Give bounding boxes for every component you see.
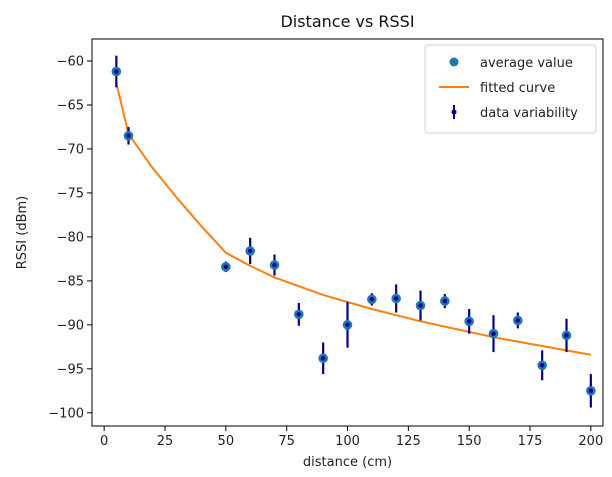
error-bar-center-dot: [114, 69, 119, 74]
legend-label-data-variability: data variability: [480, 106, 578, 121]
x-axis-label: distance (cm): [303, 455, 392, 470]
error-bar-center-dot: [296, 312, 302, 317]
y-tick-label: −100: [48, 406, 84, 421]
x-tick-label: 175: [518, 434, 543, 449]
error-bar-center-dot: [126, 133, 131, 138]
error-bar-center-dot: [369, 297, 375, 302]
plot-frame: [91, 38, 604, 427]
error-bar-center-dot: [272, 262, 277, 268]
error-bar-center-dot: [466, 319, 472, 324]
error-bar-center-dot: [247, 248, 253, 254]
y-tick-label: −90: [57, 318, 84, 333]
y-tick-label: −65: [57, 98, 84, 113]
x-tick-label: 50: [218, 434, 235, 449]
y-tick-label: −70: [57, 142, 84, 157]
x-tick-label: 150: [457, 434, 482, 449]
x-tick-label: 200: [578, 434, 603, 449]
error-bar-center-dot: [320, 356, 326, 361]
error-bar-center-dot: [515, 318, 521, 323]
legend: average value fitted curve data variabil…: [424, 44, 597, 134]
points-layer: [111, 66, 596, 396]
legend-label-fitted-curve: fitted curve: [480, 81, 555, 96]
error-bar-center-dot: [223, 264, 229, 270]
error-bar-center-dot: [442, 298, 448, 304]
y-tick-label: −60: [57, 54, 84, 69]
chart-title: Distance vs RSSI: [280, 12, 414, 31]
y-tick-label: −85: [57, 274, 84, 289]
error-bar-center-dot: [418, 303, 423, 308]
x-tick-label: 100: [335, 434, 360, 449]
error-bar-center-dot: [393, 296, 399, 301]
x-tick-label: 25: [157, 434, 174, 449]
y-tick-label: −80: [57, 230, 84, 245]
ticks-layer: 0 25 50 75 100 125 150 175 200 −60 −65 −70 −75 −80 −85…: [48, 54, 603, 449]
y-axis-label: RSSI (dBm): [15, 196, 30, 269]
legend-marker-data-variability-dot: [451, 109, 457, 115]
legend-label-average-value: average value: [480, 56, 573, 71]
x-tick-label: 125: [396, 434, 421, 449]
error-bar-center-dot: [564, 333, 569, 338]
legend-box: [424, 44, 597, 134]
x-tick-label: 75: [278, 434, 295, 449]
error-bar-center-dot: [345, 322, 350, 328]
error-bar-center-dot: [588, 388, 594, 394]
error-bar-center-dot: [539, 363, 545, 368]
y-tick-label: −75: [57, 186, 84, 201]
y-tick-label: −95: [57, 362, 84, 377]
legend-marker-average-value: [449, 57, 459, 67]
error-bar-center-dot: [491, 331, 496, 336]
x-tick-label: 0: [100, 434, 108, 449]
